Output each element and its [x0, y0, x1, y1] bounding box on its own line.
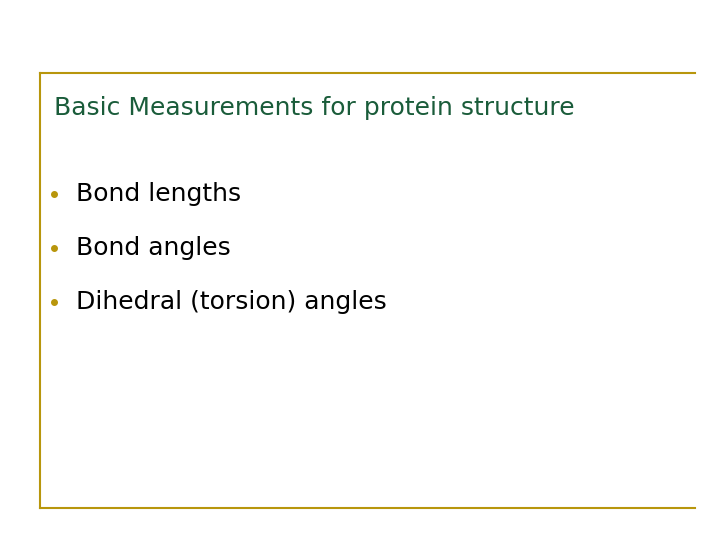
Text: Bond angles: Bond angles — [76, 237, 230, 260]
Text: Dihedral (torsion) angles: Dihedral (torsion) angles — [76, 291, 387, 314]
Text: Bond lengths: Bond lengths — [76, 183, 240, 206]
Text: Basic Measurements for protein structure: Basic Measurements for protein structure — [54, 96, 575, 120]
